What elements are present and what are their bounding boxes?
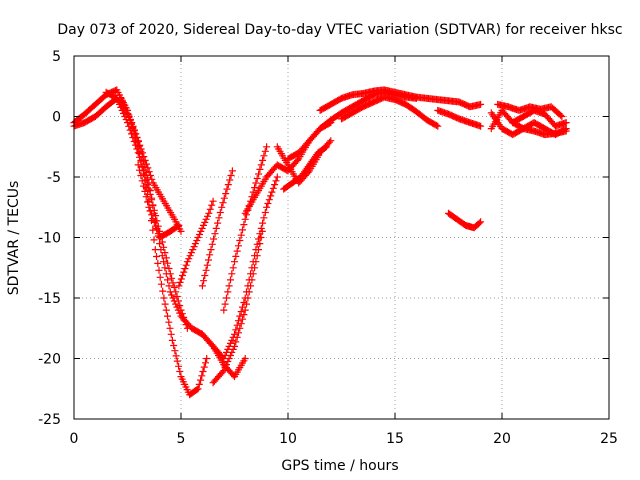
series-arc-21: [494, 100, 566, 120]
axis-ticks: [73, 55, 610, 420]
data-marks-arc-4: [117, 94, 185, 235]
x-tick-label: 0: [70, 431, 79, 447]
data-marks-arc-6: [175, 197, 217, 290]
y-axis-label: SDTVAR / TECUs: [6, 181, 22, 296]
x-tick-label: 20: [493, 431, 511, 447]
data-marks-arc-21: [494, 100, 566, 120]
x-tick-label: 15: [386, 431, 404, 447]
y-tick-label: -10: [38, 231, 61, 247]
series-arc-8: [198, 167, 236, 290]
chart-title: Day 073 of 2020, Sidereal Day-to-day VTE…: [57, 22, 622, 38]
series-arc-4: [117, 94, 185, 235]
x-tick-label: 10: [279, 431, 297, 447]
data-marks-arc-19: [487, 106, 570, 133]
tick-labels: 0 5 10 15 20 25 -25 -20 -15 -10 -5 0 5: [38, 49, 618, 447]
data-marks-arc-5: [134, 161, 183, 241]
y-tick-label: 0: [52, 110, 61, 126]
series-arc-16: [338, 93, 442, 130]
data-marks-arc-15: [316, 86, 485, 114]
grid: [74, 56, 609, 419]
x-axis-label: GPS time / hours: [281, 458, 398, 474]
data-marks-arc-8: [198, 167, 236, 290]
series-arc-19: [487, 106, 570, 133]
data-marks-arc-18: [445, 209, 485, 232]
y-tick-label: -15: [38, 291, 61, 307]
y-tick-label: -20: [38, 352, 61, 368]
series-arc-13: [280, 143, 330, 193]
data-points: [70, 86, 570, 399]
y-tick-label: -5: [47, 170, 61, 186]
data-marks-arc-10: [198, 173, 281, 362]
y-tick-label: 5: [52, 49, 61, 65]
data-marks-arc-22: [509, 119, 570, 139]
data-marks-arc-17: [434, 106, 485, 130]
series-arc-6: [175, 197, 217, 290]
data-marks-arc-16: [338, 93, 442, 130]
y-tick-label: -25: [38, 412, 61, 428]
series-arc-10: [198, 173, 281, 362]
series-arc-17: [434, 106, 485, 130]
x-tick-label: 25: [600, 431, 618, 447]
series-arc-5: [134, 161, 183, 241]
series-arc-15: [316, 86, 485, 114]
series-arc-22: [509, 119, 570, 139]
data-marks-arc-13: [280, 143, 330, 193]
x-tick-label: 5: [177, 431, 186, 447]
series-arc-18: [445, 209, 485, 232]
